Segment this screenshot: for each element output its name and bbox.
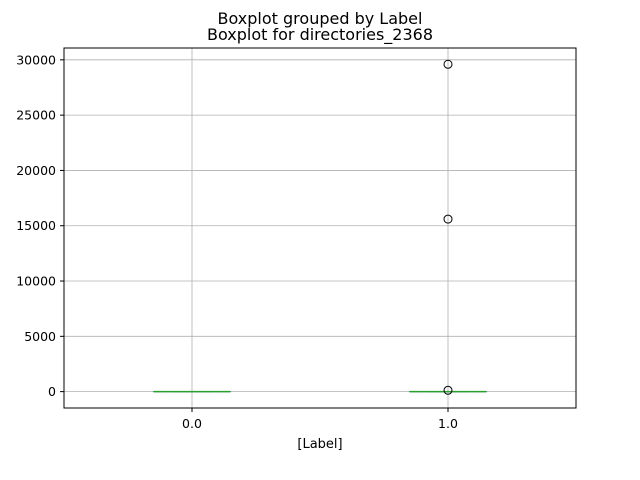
y-tick-label: 20000 [16,163,56,178]
outlier-point [443,59,453,69]
y-tick-label: 15000 [16,218,56,233]
grid-layer [64,48,576,408]
y-tick-label: 0 [48,384,56,399]
x-tick-label: 0.0 [182,416,202,431]
y-tick-label: 25000 [16,108,56,123]
y-tick-label: 10000 [16,274,56,289]
box-layer [153,59,487,395]
chart-title: Boxplot for directories_2368 [207,25,433,45]
chart-suptitle: Boxplot grouped by Label [218,9,423,28]
outlier-point [443,214,453,224]
plot-frame [63,47,577,409]
outlier-point [443,385,453,395]
x-axis-label: [Label] [297,437,342,452]
y-tick-label: 5000 [24,329,56,344]
x-tick-label: 1.0 [438,416,458,431]
y-tick-label: 30000 [16,52,56,67]
tick-layer: 0 5000 10000 15000 20000 25000 30000 0.0 1.0 [16,52,458,431]
